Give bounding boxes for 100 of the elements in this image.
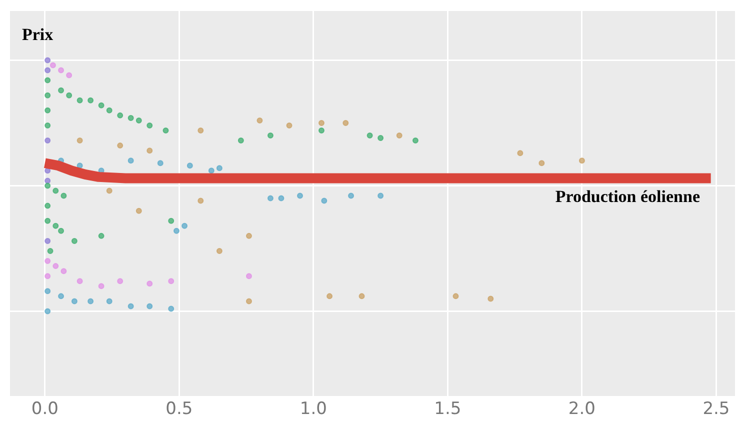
point <box>146 122 153 128</box>
point <box>136 208 142 214</box>
point <box>396 132 402 139</box>
point <box>44 258 51 264</box>
point <box>44 308 51 314</box>
point <box>44 273 51 280</box>
point <box>76 138 83 144</box>
point <box>278 195 284 202</box>
point <box>76 162 83 169</box>
point <box>128 158 134 164</box>
point <box>208 168 214 174</box>
point <box>198 128 204 134</box>
point <box>98 102 104 108</box>
point <box>106 107 112 114</box>
point <box>44 57 51 64</box>
point <box>52 222 59 229</box>
point <box>168 278 174 284</box>
point <box>98 283 104 290</box>
point <box>76 97 83 104</box>
point <box>358 293 365 300</box>
point <box>117 278 124 284</box>
point <box>378 135 384 142</box>
point <box>216 248 222 254</box>
point <box>76 278 83 284</box>
point <box>578 158 585 164</box>
point <box>106 298 112 304</box>
point <box>256 117 263 124</box>
point <box>58 293 64 300</box>
point <box>128 114 134 121</box>
point <box>47 248 54 254</box>
point <box>44 178 51 184</box>
point <box>58 87 64 94</box>
point <box>238 138 244 144</box>
point <box>348 192 354 199</box>
point <box>321 198 328 204</box>
point <box>146 148 153 154</box>
point <box>44 92 51 98</box>
point <box>182 222 188 229</box>
point <box>98 232 104 239</box>
point <box>136 117 142 124</box>
point <box>52 188 59 194</box>
point <box>44 238 51 244</box>
point <box>168 306 174 312</box>
point <box>162 128 169 134</box>
point <box>44 138 51 144</box>
point <box>378 192 384 199</box>
point <box>66 92 72 98</box>
point <box>44 107 51 114</box>
point <box>168 218 174 224</box>
point <box>52 263 59 270</box>
point <box>488 296 494 302</box>
point <box>452 293 459 300</box>
point <box>246 298 252 304</box>
x-tick-label: 2.5 <box>702 399 730 420</box>
point <box>198 198 204 204</box>
point <box>58 67 64 74</box>
point <box>44 202 51 209</box>
point <box>342 120 349 126</box>
point <box>60 192 67 199</box>
point <box>117 142 124 149</box>
point <box>157 160 164 166</box>
point <box>146 280 153 287</box>
point <box>318 120 324 126</box>
x-tick-label: 2.0 <box>568 399 596 420</box>
x-tick-label: 0.5 <box>166 399 193 420</box>
point <box>146 303 153 310</box>
point <box>173 228 180 234</box>
point <box>216 165 222 172</box>
point <box>318 128 324 134</box>
point <box>326 293 333 300</box>
point <box>412 138 418 144</box>
point <box>88 97 94 104</box>
point <box>246 232 252 239</box>
point <box>88 298 94 304</box>
point <box>71 238 78 244</box>
point <box>286 122 292 128</box>
y-axis-title: Prix <box>22 25 54 44</box>
x-tick-label: 1.0 <box>300 399 327 420</box>
point <box>44 288 51 294</box>
point <box>44 77 51 84</box>
point <box>58 228 64 234</box>
point <box>366 132 373 139</box>
x-tick-label: 1.5 <box>434 399 462 420</box>
point <box>128 303 134 310</box>
point <box>117 112 124 118</box>
point <box>106 188 112 194</box>
x-axis-title: Production éolienne <box>555 187 700 206</box>
point <box>297 192 303 199</box>
point <box>186 162 193 169</box>
point <box>44 218 51 224</box>
point <box>44 182 51 189</box>
point <box>538 160 545 166</box>
point <box>44 67 51 74</box>
point <box>60 268 67 274</box>
point <box>44 122 51 128</box>
point <box>267 195 274 202</box>
point <box>50 62 56 68</box>
point <box>267 132 274 139</box>
point <box>517 150 524 156</box>
point <box>246 273 252 280</box>
